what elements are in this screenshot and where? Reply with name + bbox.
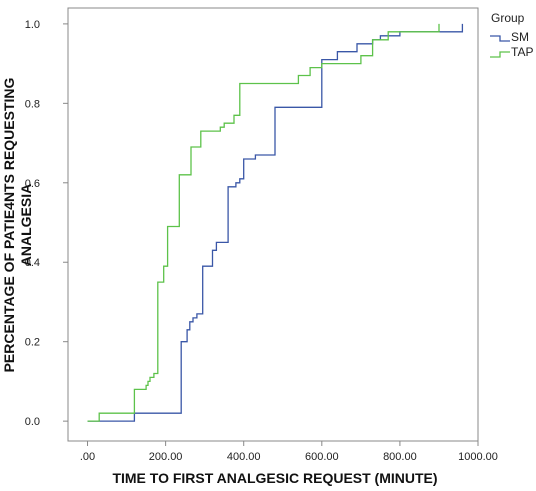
x-tick-label: 800.00 bbox=[383, 451, 417, 463]
y-axis-title-line-2: ANALGESIA bbox=[18, 184, 34, 266]
series-layer bbox=[87, 23, 464, 422]
y-tick-label: 0.8 bbox=[25, 98, 40, 110]
y-tick-label: 0.0 bbox=[25, 416, 40, 428]
series-line-sm bbox=[87, 23, 464, 422]
x-tick-label: 600.00 bbox=[305, 451, 339, 463]
y-tick-label: 0.2 bbox=[25, 337, 40, 349]
y-axis-title-line-1: PERCENTAGE OF PATIE4NTS REQUESTING bbox=[1, 77, 17, 372]
x-axis-title: TIME TO FIRST ANALGESIC REQUEST (MINUTE) bbox=[112, 470, 437, 486]
legend-item-sm: SM bbox=[490, 30, 529, 44]
y-tick-label: 0.4 bbox=[25, 257, 40, 269]
x-tick-label: .00 bbox=[80, 451, 95, 463]
legend-item-tap: TAP bbox=[490, 45, 533, 59]
y-tick-label: 0.6 bbox=[25, 178, 40, 190]
y-axis-title: PERCENTAGE OF PATIE4NTS REQUESTING ANALG… bbox=[1, 77, 34, 372]
legend-swatch-tap bbox=[490, 51, 510, 58]
tick-layer: .00 200.00 400.00 600.00 800.00 1000.00 0.0 0.2… bbox=[25, 19, 498, 463]
x-tick-label: 200.00 bbox=[149, 451, 183, 463]
series-line-tap bbox=[87, 23, 440, 422]
legend-swatch-sm bbox=[490, 35, 510, 42]
legend-label-sm: SM bbox=[511, 30, 529, 44]
y-tick-label: 1.0 bbox=[25, 19, 40, 31]
plot-frame bbox=[67, 7, 479, 442]
legend-label-tap: TAP bbox=[511, 45, 533, 59]
legend: Group SM TAP bbox=[490, 11, 533, 59]
legend-title: Group bbox=[491, 11, 525, 25]
x-tick-label: 1000.00 bbox=[458, 451, 498, 463]
x-tick-label: 400.00 bbox=[227, 451, 261, 463]
